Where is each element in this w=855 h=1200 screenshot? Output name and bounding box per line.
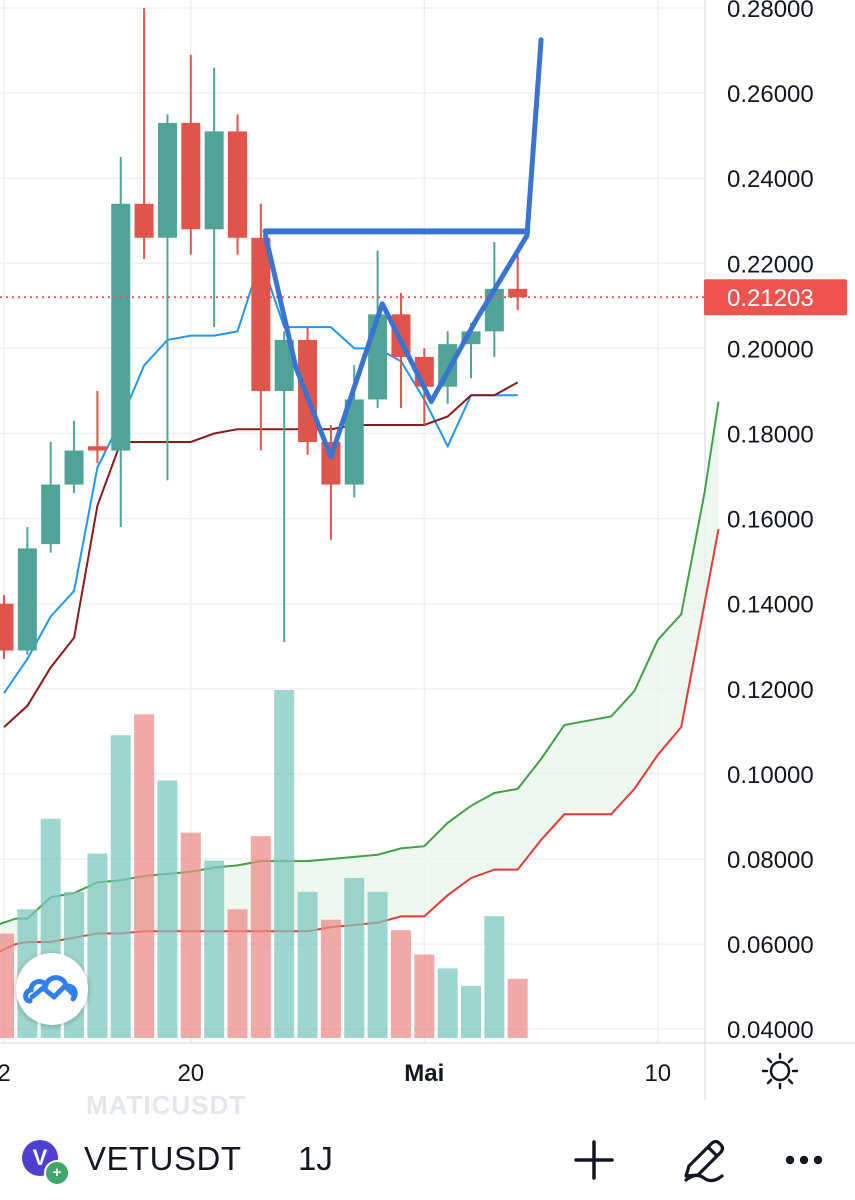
candle-body [508,288,528,298]
current-price-tag [704,279,847,316]
time-tick-label: 10 [644,1060,671,1087]
price-chart[interactable]: 0.28000 0.26000 0.24000 0.22000 0.20000 0.180… [0,0,855,1100]
candle-body [41,484,61,545]
candle-body [157,122,177,238]
volume-bar [157,780,178,1038]
volume-bar [484,916,505,1038]
volume-bar [0,933,14,1038]
candle-body [368,314,388,400]
volume-bar [461,985,481,1038]
plus-icon [574,1140,614,1180]
volume-bar [297,891,318,1038]
candle-body [111,203,131,451]
coin-badge-icon: + [44,1160,70,1186]
cloud-fill [0,401,719,952]
price-tick-label: 0.20000 [727,336,814,363]
price-tick-label: 0.14000 [727,592,814,619]
volume-bar [274,690,295,1038]
candle-body [134,203,154,238]
candle-body [344,399,364,485]
candle-body [0,603,14,651]
price-tick-label: 0.28000 [727,0,814,23]
price-tick-label: 0.12000 [727,677,814,704]
price-tick-label: 0.04000 [727,1017,814,1044]
symbol-selector[interactable]: VETUSDT [84,1140,242,1177]
price-tick-label: 0.10000 [727,762,814,789]
add-button[interactable] [566,1132,622,1188]
price-tick-label: 0.24000 [727,166,814,193]
candle-body [17,548,37,651]
pencil-icon [684,1139,725,1183]
price-tick-label: 0.06000 [727,932,814,959]
price-axis[interactable]: 0.28000 0.26000 0.24000 0.22000 0.20000 0.180… [704,0,847,1044]
candle-body [484,288,504,332]
candle-body [204,131,224,230]
candle-body [251,237,271,391]
volume-bar [320,919,341,1038]
volume-bar [437,968,458,1038]
volume-bar [180,832,201,1038]
current-price-tag-label: 0.21203 [727,285,814,312]
draw-button[interactable] [676,1132,732,1188]
candle-body [274,339,294,391]
candle-body [181,122,201,230]
volume-bar [344,877,365,1038]
candle-body [87,446,107,451]
time-tick-label: 2 [0,1060,11,1087]
cloud-chart-logo-icon[interactable] [16,953,88,1025]
time-axis[interactable]: 2 20 Mai 10 [0,1060,671,1087]
candle-body [228,131,247,238]
volume-bar [110,735,131,1038]
price-tick-label: 0.22000 [727,251,814,278]
more-button[interactable] [776,1132,832,1188]
price-tick-label: 0.26000 [727,81,814,108]
drawing-pattern-path [263,37,544,460]
volume-bar [87,853,108,1038]
volume-bar [390,930,411,1038]
gear-icon[interactable] [761,1052,799,1090]
watermark-symbol: MATICUSDT [86,1092,247,1116]
volume-bar [367,891,388,1038]
candle-body [64,450,84,485]
ellipsis-icon [785,1155,823,1165]
price-tick-label: 0.16000 [727,507,814,534]
volume-bar [227,909,248,1038]
time-tick-label: 20 [177,1060,204,1087]
volume-bar [507,978,528,1038]
volume-bar [414,954,435,1038]
volume-bar [204,860,225,1038]
candle-body [321,442,341,485]
interval-selector[interactable]: 1J [298,1140,333,1177]
time-tick-label: Mai [404,1060,444,1087]
user-drawing-pattern[interactable] [262,37,544,460]
candlestick-series [0,8,705,660]
price-tick-label: 0.18000 [727,422,814,449]
volume-bar [134,714,155,1038]
price-tick-label: 0.08000 [727,847,814,874]
volume-bar [250,836,271,1038]
